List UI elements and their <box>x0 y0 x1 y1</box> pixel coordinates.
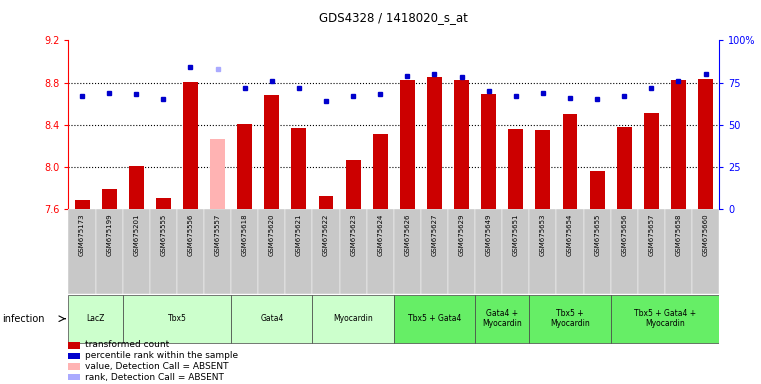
Bar <box>373 134 387 209</box>
Bar <box>339 209 367 294</box>
Text: GSM675649: GSM675649 <box>486 214 492 256</box>
Bar <box>665 209 692 294</box>
Bar <box>584 209 610 294</box>
Text: GSM675199: GSM675199 <box>106 214 112 256</box>
Bar <box>638 209 665 294</box>
Bar <box>454 81 469 209</box>
Text: LacZ: LacZ <box>87 314 105 323</box>
Bar <box>68 295 123 343</box>
Text: GSM675657: GSM675657 <box>648 214 654 256</box>
Bar <box>562 114 578 209</box>
Bar <box>231 295 313 343</box>
Text: GSM675654: GSM675654 <box>567 214 573 256</box>
Bar <box>96 209 123 294</box>
Bar <box>68 209 96 294</box>
Text: Gata4 +
Myocardin: Gata4 + Myocardin <box>482 309 522 328</box>
Text: Tbx5: Tbx5 <box>167 314 186 323</box>
Text: GSM675618: GSM675618 <box>242 214 248 256</box>
Bar <box>68 363 80 370</box>
Bar <box>75 200 90 209</box>
Bar <box>508 129 524 209</box>
Text: GSM675620: GSM675620 <box>269 214 275 256</box>
Bar <box>502 209 530 294</box>
Bar <box>394 295 475 343</box>
Text: infection: infection <box>2 314 45 324</box>
Bar <box>150 209 177 294</box>
Bar <box>285 209 313 294</box>
Text: GSM675656: GSM675656 <box>621 214 627 256</box>
Bar <box>264 95 279 209</box>
Text: Gata4: Gata4 <box>260 314 284 323</box>
Text: GSM675622: GSM675622 <box>323 214 329 256</box>
Bar <box>617 127 632 209</box>
Bar <box>610 295 719 343</box>
Bar <box>692 209 719 294</box>
Text: GSM675173: GSM675173 <box>79 214 85 256</box>
Text: GSM675658: GSM675658 <box>676 214 682 256</box>
Bar <box>123 209 150 294</box>
Bar <box>231 209 258 294</box>
Bar <box>156 198 170 209</box>
Bar <box>421 209 448 294</box>
Bar <box>698 79 713 209</box>
Text: GDS4328 / 1418020_s_at: GDS4328 / 1418020_s_at <box>320 12 468 25</box>
Text: GSM675556: GSM675556 <box>187 214 193 256</box>
Text: GSM675629: GSM675629 <box>459 214 465 256</box>
Bar <box>237 124 252 209</box>
Text: transformed count: transformed count <box>84 340 169 349</box>
Bar <box>671 81 686 209</box>
Bar <box>68 374 80 381</box>
Bar <box>258 209 285 294</box>
Text: Tbx5 + Gata4: Tbx5 + Gata4 <box>408 314 461 323</box>
Bar <box>345 160 361 209</box>
Text: GSM675624: GSM675624 <box>377 214 384 256</box>
Bar <box>291 128 307 209</box>
Text: GSM675555: GSM675555 <box>161 214 167 256</box>
Text: GSM675621: GSM675621 <box>296 214 302 256</box>
Bar <box>536 130 550 209</box>
Bar <box>123 295 231 343</box>
Bar <box>590 171 604 209</box>
Bar <box>556 209 584 294</box>
Bar <box>319 195 333 209</box>
Bar <box>475 295 530 343</box>
Text: Myocardin: Myocardin <box>333 314 373 323</box>
Text: GSM675655: GSM675655 <box>594 214 600 256</box>
Bar <box>204 209 231 294</box>
Bar <box>610 209 638 294</box>
Text: GSM675557: GSM675557 <box>215 214 221 256</box>
Bar <box>367 209 394 294</box>
Text: GSM675627: GSM675627 <box>431 214 438 256</box>
Text: value, Detection Call = ABSENT: value, Detection Call = ABSENT <box>84 362 228 371</box>
Bar <box>481 94 496 209</box>
Bar <box>313 209 339 294</box>
Bar <box>530 209 556 294</box>
Text: Tbx5 +
Myocardin: Tbx5 + Myocardin <box>550 309 590 328</box>
Bar <box>394 209 421 294</box>
Text: GSM675660: GSM675660 <box>702 214 708 256</box>
Text: GSM675626: GSM675626 <box>404 214 410 256</box>
Bar <box>210 139 225 209</box>
Bar <box>530 295 610 343</box>
Bar <box>177 209 204 294</box>
Bar <box>129 166 144 209</box>
Text: rank, Detection Call = ABSENT: rank, Detection Call = ABSENT <box>84 372 224 382</box>
Bar <box>448 209 475 294</box>
Bar <box>102 189 116 209</box>
Bar <box>400 81 415 209</box>
Text: percentile rank within the sample: percentile rank within the sample <box>84 351 238 360</box>
Bar <box>183 81 198 209</box>
Text: GSM675201: GSM675201 <box>133 214 139 256</box>
Bar <box>475 209 502 294</box>
Bar <box>644 113 659 209</box>
Text: GSM675623: GSM675623 <box>350 214 356 256</box>
Bar <box>68 342 80 349</box>
Text: GSM675651: GSM675651 <box>513 214 519 256</box>
Text: Tbx5 + Gata4 +
Myocardin: Tbx5 + Gata4 + Myocardin <box>634 309 696 328</box>
Bar <box>313 295 394 343</box>
Bar <box>68 353 80 359</box>
Bar <box>427 77 442 209</box>
Text: GSM675653: GSM675653 <box>540 214 546 256</box>
